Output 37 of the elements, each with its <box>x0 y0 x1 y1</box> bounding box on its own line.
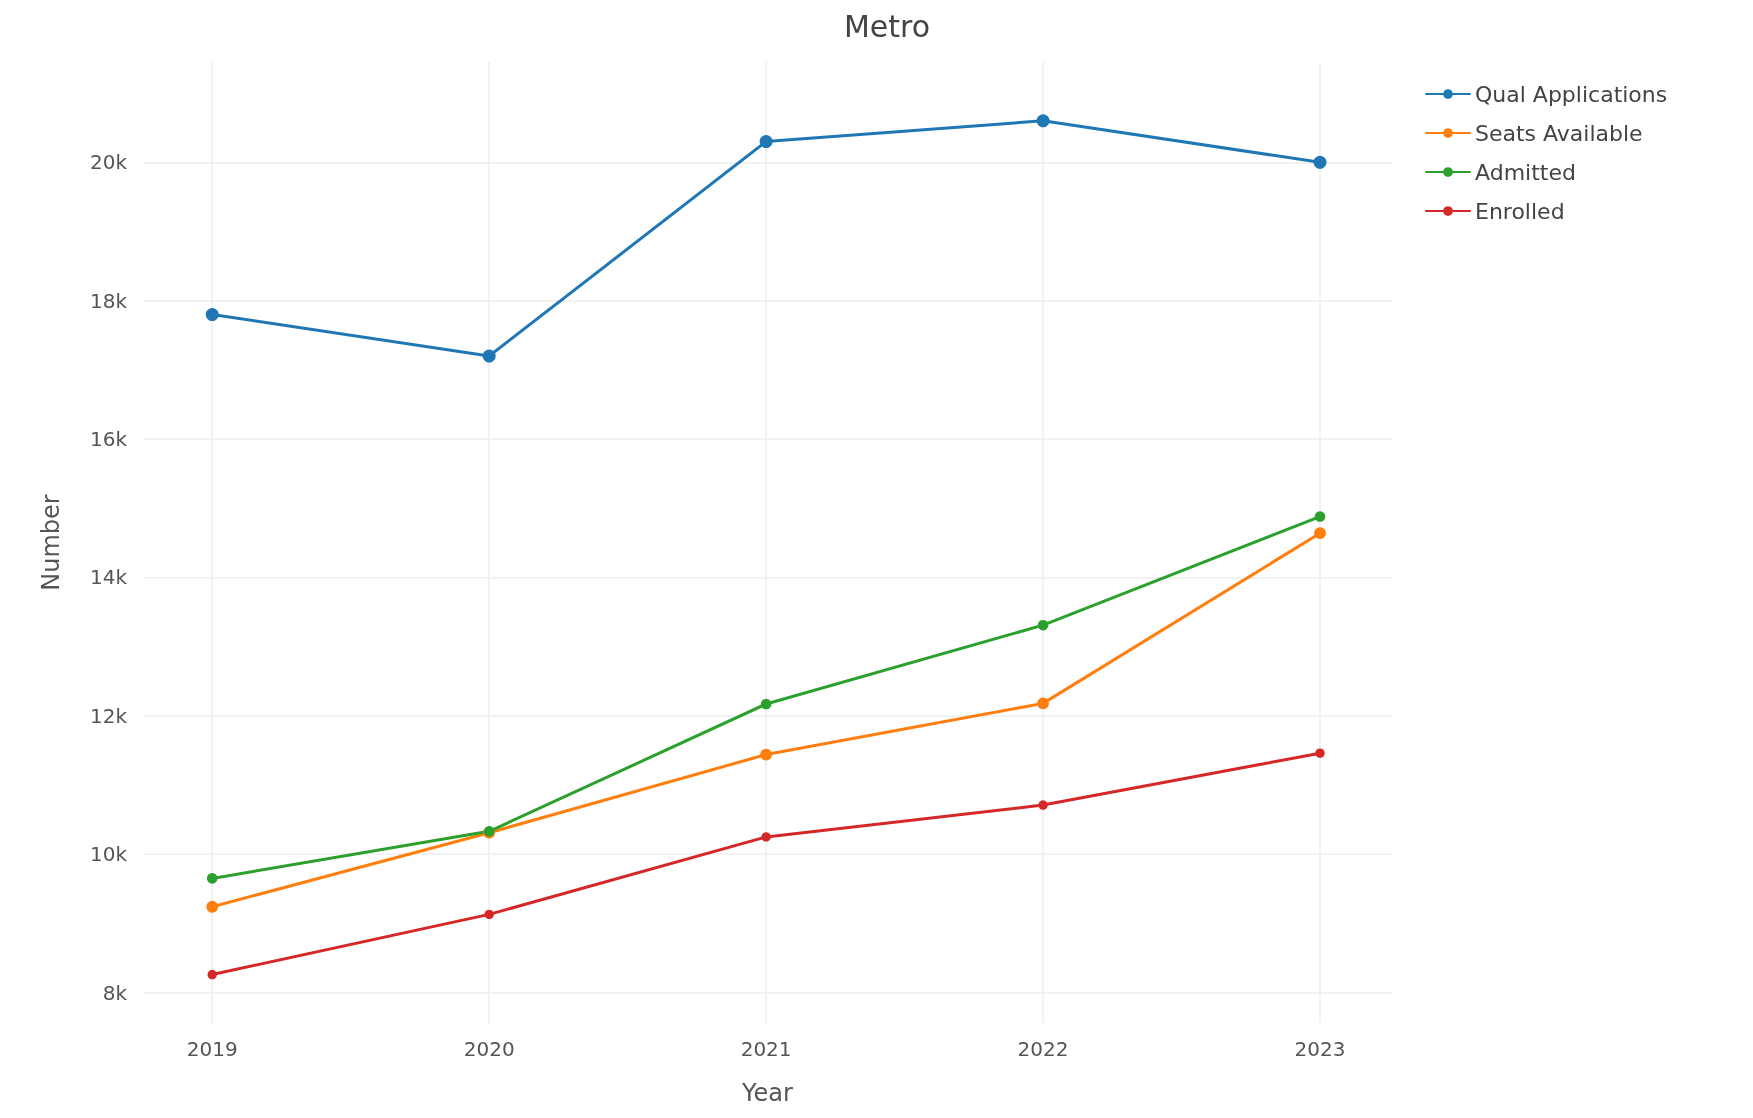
point <box>206 873 218 884</box>
y-tick-label: 10k <box>89 842 128 867</box>
x-axis-title: Year <box>741 1079 794 1107</box>
point <box>482 349 496 363</box>
point <box>1037 697 1049 710</box>
point <box>207 969 217 980</box>
point <box>759 135 773 149</box>
x-tick-label: 2022 <box>1017 1037 1069 1061</box>
y-tick-label: 20k <box>89 150 128 175</box>
point <box>760 698 772 710</box>
legend-label: Seats Available <box>1475 120 1643 146</box>
point <box>206 900 219 913</box>
y-tick-label: 16k <box>89 427 128 452</box>
y-tick-label: 18k <box>89 288 128 313</box>
point <box>1038 800 1048 810</box>
x-tick-label: 2023 <box>1294 1037 1346 1061</box>
point <box>484 909 494 920</box>
point <box>760 748 773 761</box>
point <box>205 308 219 322</box>
x-tick-label: 2021 <box>740 1037 792 1061</box>
chart-title: Metro <box>843 8 931 44</box>
point <box>1314 511 1326 522</box>
point <box>1037 619 1049 631</box>
y-tick-label: 14k <box>89 565 128 590</box>
y-tick-label: 8k <box>102 980 128 1005</box>
legend-label: Qual Applications <box>1475 81 1668 107</box>
x-tick-label: 2019 <box>186 1037 238 1061</box>
point <box>761 832 771 842</box>
point <box>1314 527 1326 540</box>
legend-label: Admitted <box>1475 159 1576 185</box>
y-tick-label: 12k <box>89 703 128 728</box>
y-axis-title: Number <box>37 494 65 591</box>
point <box>1315 748 1325 758</box>
legend-label: Enrolled <box>1475 198 1565 224</box>
point <box>1313 155 1327 169</box>
x-tick-label: 2020 <box>463 1037 515 1061</box>
point <box>1036 114 1050 128</box>
